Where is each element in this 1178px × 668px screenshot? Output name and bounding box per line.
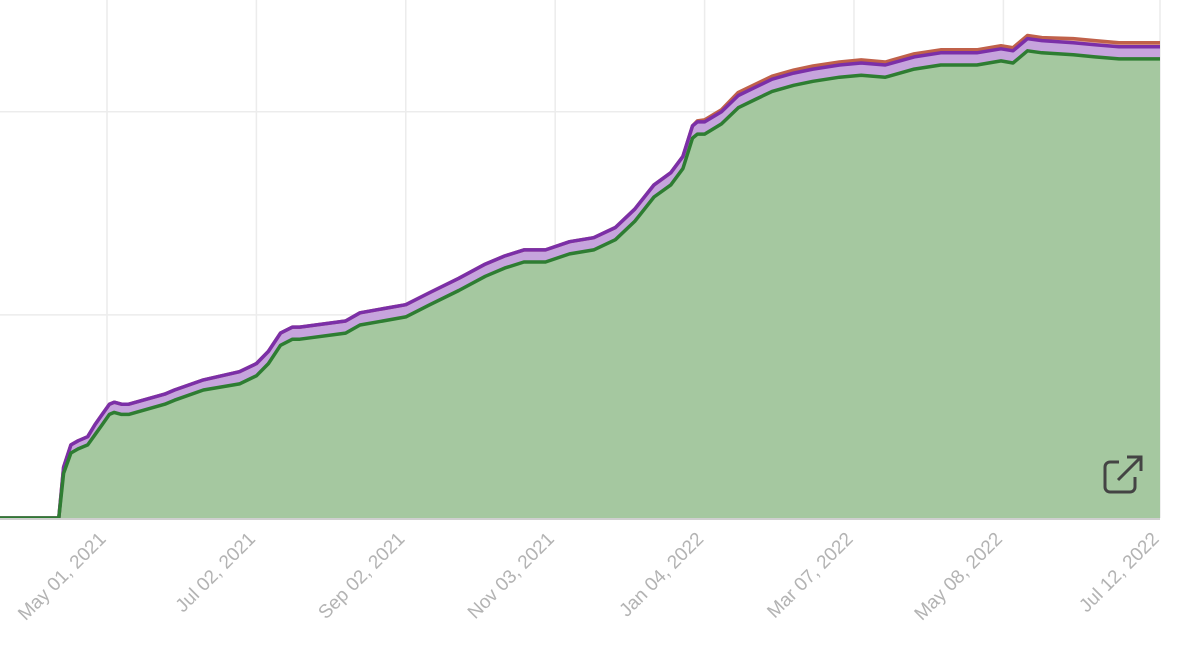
x-tick-label: May 08, 2022 <box>911 529 1007 625</box>
series-line-0 <box>0 49 1160 520</box>
series-lines <box>0 33 1160 520</box>
x-tick-label: Sep 02, 2021 <box>315 529 410 624</box>
x-tick-label: Jul 02, 2021 <box>172 529 260 617</box>
series-area-0 <box>0 50 1160 518</box>
external-link-icon <box>1103 455 1143 494</box>
series-line-1 <box>0 36 1160 520</box>
x-tick-label: Jan 04, 2022 <box>616 529 709 622</box>
x-tick-label: Jul 12, 2022 <box>1075 529 1163 617</box>
x-tick-labels: May 01, 2021 Jul 02, 2021 Sep 02, 2021 Nov … <box>14 529 1163 625</box>
x-tick-label: Nov 03, 2021 <box>464 529 559 624</box>
open-in-new-window-button[interactable] <box>1100 452 1146 498</box>
series-areas <box>0 35 1160 518</box>
x-tick-label: Mar 07, 2022 <box>763 529 857 623</box>
x-tick-label: May 01, 2021 <box>14 529 110 625</box>
